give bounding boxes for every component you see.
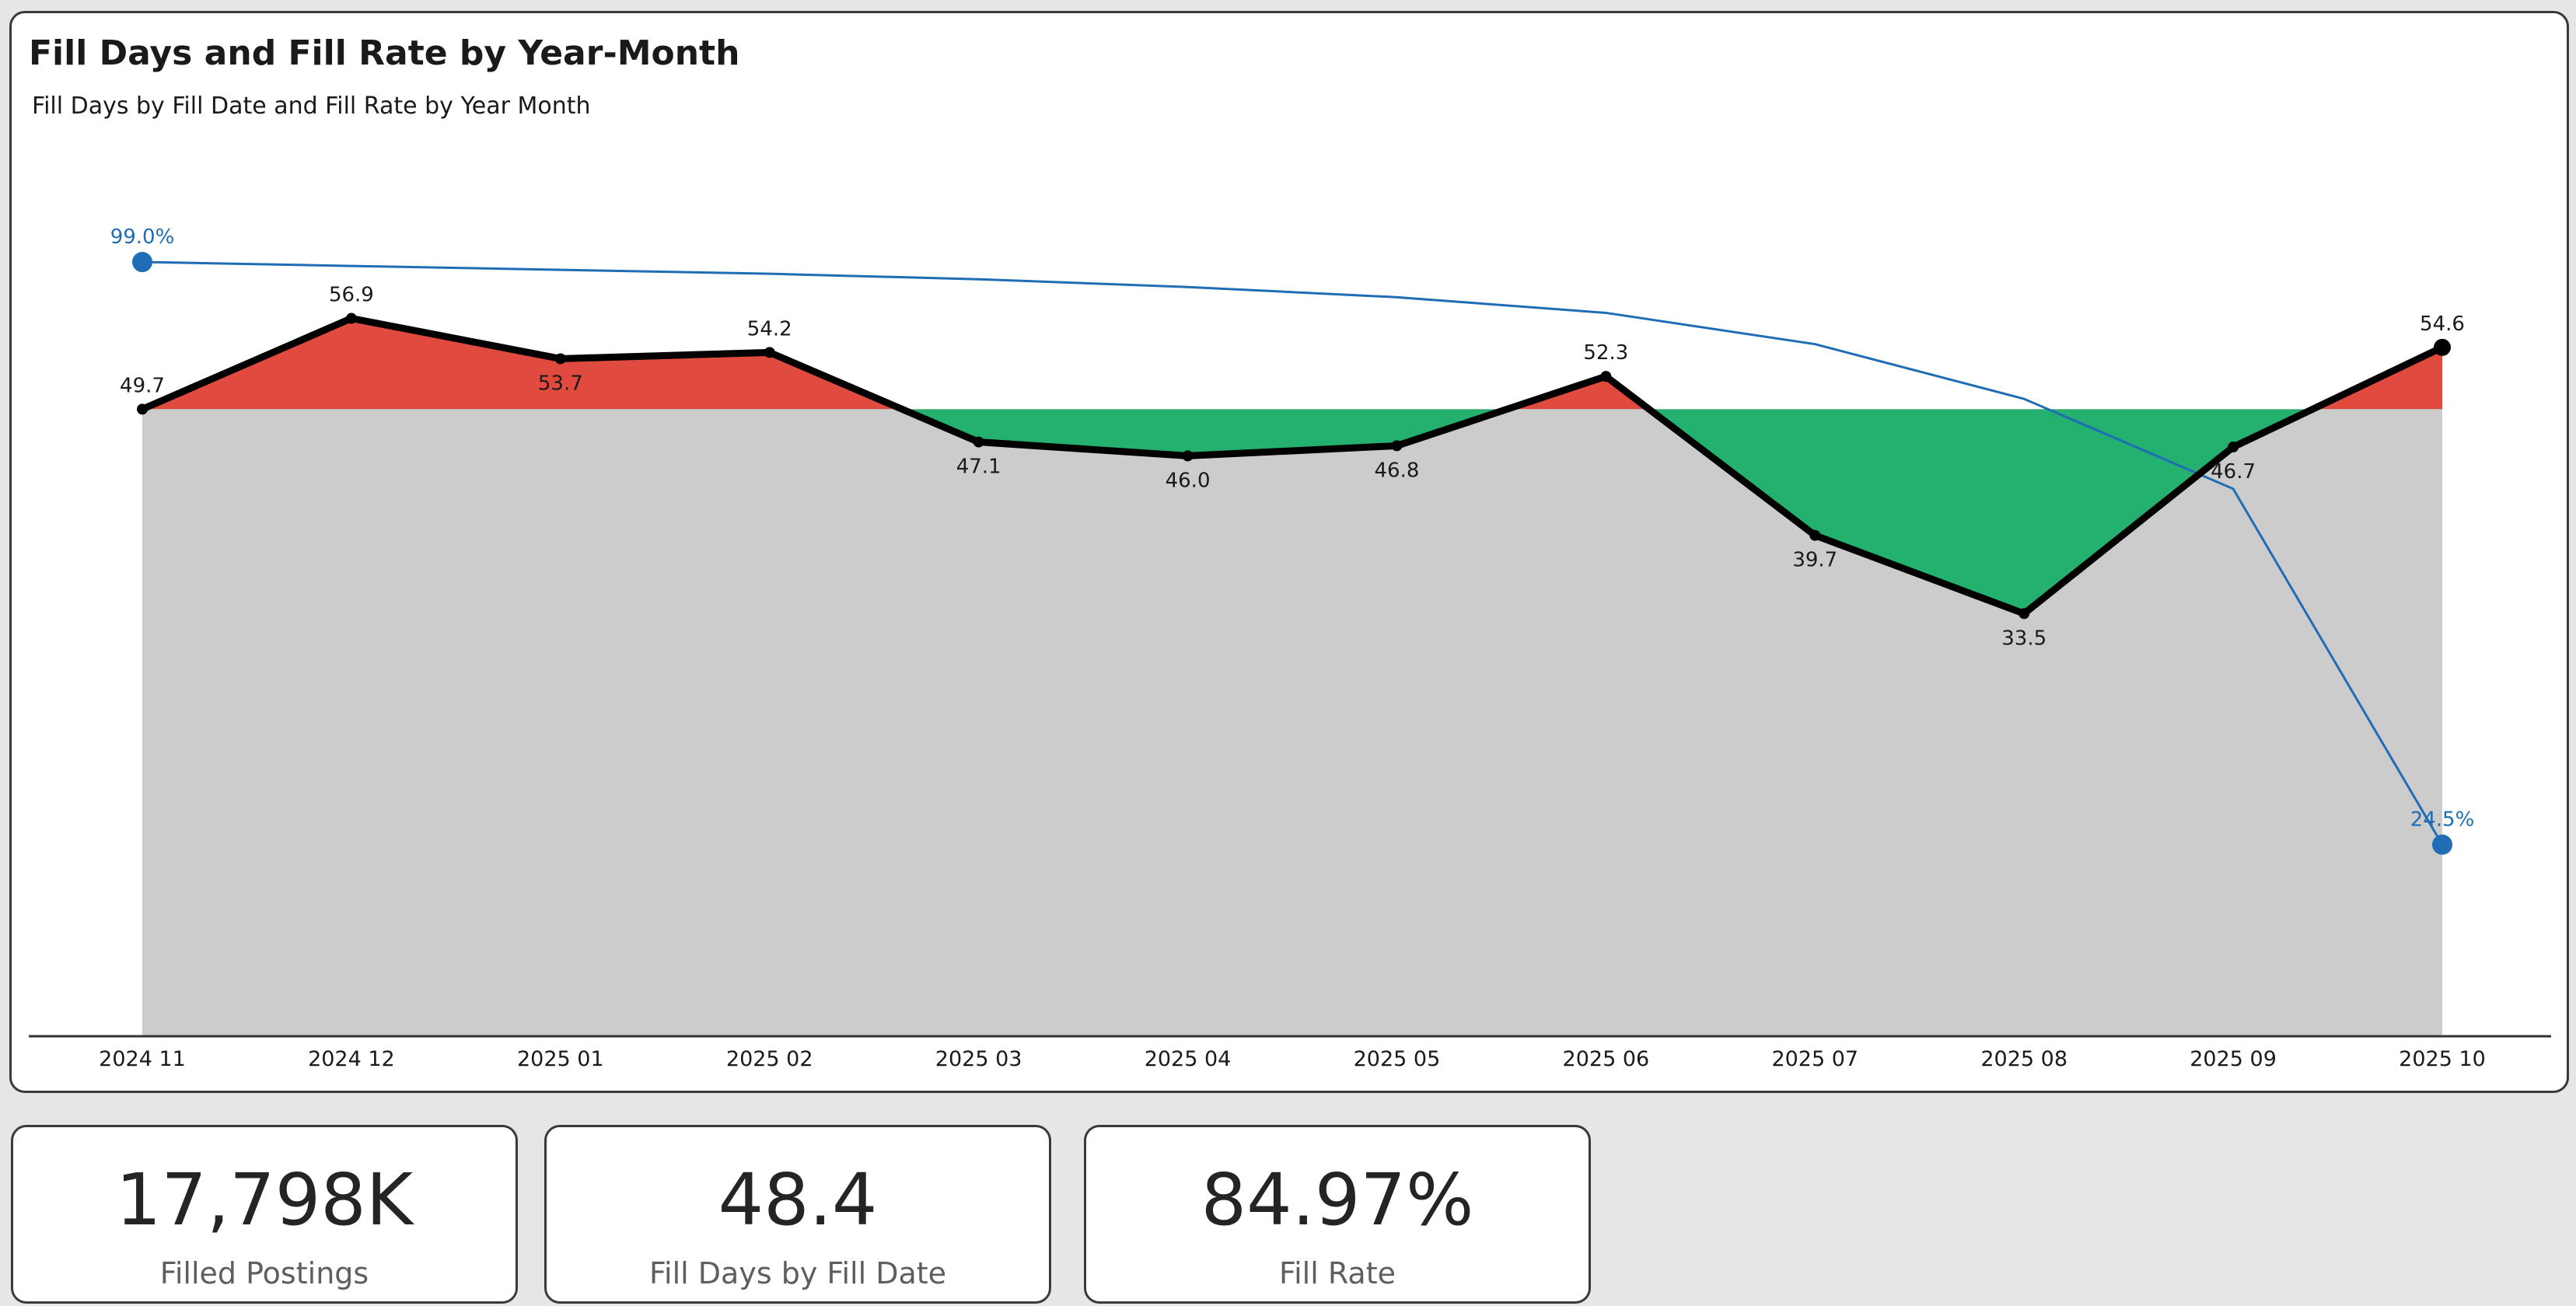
x-tick-label: 2025 03 xyxy=(935,1047,1022,1071)
fill-days-line xyxy=(141,315,2444,617)
fill-days-marker xyxy=(2434,338,2451,356)
x-tick-label: 2024 12 xyxy=(308,1047,395,1071)
x-tick-label: 2025 01 xyxy=(517,1047,604,1071)
fill-days-data-label: 52.3 xyxy=(1583,341,1628,365)
fill-rate-line xyxy=(142,260,2444,846)
x-tick-label: 2025 07 xyxy=(1771,1047,1858,1071)
fill-days-data-label: 47.1 xyxy=(956,456,1001,479)
fill-days-marker xyxy=(554,353,566,365)
x-tick-label: 2025 04 xyxy=(1145,1047,1232,1071)
fill-days-data-label: 53.7 xyxy=(538,372,583,395)
x-tick-label: 2025 09 xyxy=(2190,1047,2277,1071)
kpi-value: 17,798K xyxy=(115,1158,414,1241)
x-tick-label: 2025 06 xyxy=(1563,1047,1650,1071)
fill-days-data-label: 56.9 xyxy=(329,284,374,307)
fill-days-marker xyxy=(345,313,357,324)
kpi-label: Fill Days by Fill Date xyxy=(648,1256,947,1290)
fill-days-marker xyxy=(1182,450,1194,462)
fill-days-data-label: 54.2 xyxy=(747,317,792,340)
x-tick-label: 2025 08 xyxy=(1980,1047,2067,1071)
fill-days-data-label: 49.7 xyxy=(120,374,165,397)
fill-days-data-label: 39.7 xyxy=(1792,549,1837,572)
combo-chart: 2024 11 2024 12 2025 01 2025 02 2025 03 2025 … xyxy=(29,225,2551,1071)
fill-days-marker xyxy=(764,347,775,358)
fill-days-marker xyxy=(1391,440,1403,452)
kpi-card-fill-rate: 84.97% Fill Rate xyxy=(1084,1125,1591,1304)
fill-days-data-label: 54.6 xyxy=(2420,313,2465,336)
x-tick-label: 2025 05 xyxy=(1354,1047,1441,1071)
fill-days-data-label: 46.0 xyxy=(1166,469,1211,492)
fill-days-marker xyxy=(2228,442,2239,453)
kpi-card-filled-postings: 17,798K Filled Postings xyxy=(11,1125,518,1304)
chart-subtitle: Fill Days by Fill Date and Fill Rate by … xyxy=(32,93,591,120)
fill-days-marker xyxy=(973,436,984,448)
above-reference-area xyxy=(142,318,2442,410)
fill-days-marker xyxy=(1809,529,1821,541)
fill-days-marker xyxy=(137,403,148,415)
below-reference-area xyxy=(142,409,2442,614)
chart-card: Fill Days and Fill Rate by Year-Month Fi… xyxy=(9,11,2569,1093)
x-tick-label: 2025 10 xyxy=(2399,1047,2486,1071)
fill-rate-marker xyxy=(2432,834,2452,855)
fill-rate-data-label: 24.5% xyxy=(2410,808,2475,832)
fill-rate-data-label: 99.0% xyxy=(110,225,175,249)
kpi-label: Fill Rate xyxy=(1279,1256,1396,1290)
kpi-card-fill-days: 48.4 Fill Days by Fill Date xyxy=(544,1125,1051,1304)
kpi-value: 48.4 xyxy=(718,1158,878,1241)
fill-days-marker xyxy=(1600,371,1612,382)
chart-title: Fill Days and Fill Rate by Year-Month xyxy=(29,33,740,73)
fill-days-marker xyxy=(2019,608,2030,620)
x-tick-label: 2025 02 xyxy=(726,1047,813,1071)
fill-days-data-label: 33.5 xyxy=(2001,627,2046,650)
kpi-value: 84.97% xyxy=(1201,1158,1474,1241)
fill-rate-marker xyxy=(132,252,152,273)
fill-days-data-label: 46.8 xyxy=(1375,459,1420,482)
fill-days-data-label: 46.7 xyxy=(2211,460,2256,484)
kpi-label: Filled Postings xyxy=(159,1256,369,1290)
x-tick-label: 2024 11 xyxy=(99,1047,186,1071)
